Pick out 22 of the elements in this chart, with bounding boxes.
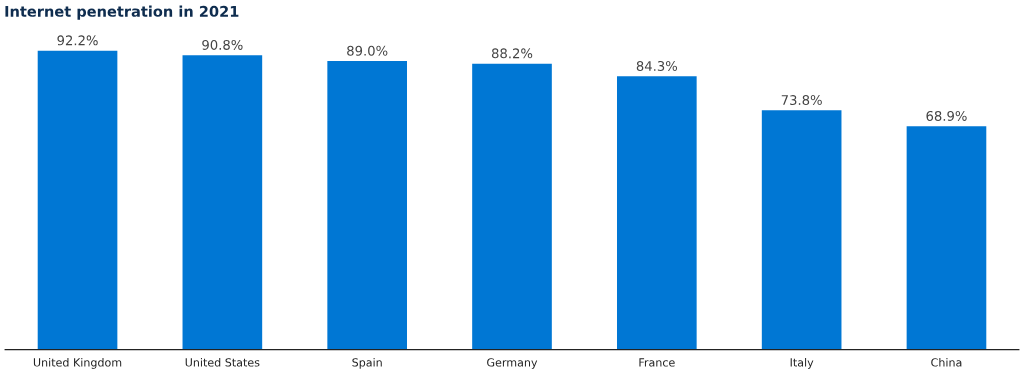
bar xyxy=(37,50,118,350)
chart-title: Internet penetration in 2021 xyxy=(5,5,239,20)
data-label: 88.2% xyxy=(491,48,533,59)
bar xyxy=(182,55,263,350)
x-tick-label: France xyxy=(639,358,675,367)
data-label: 90.8% xyxy=(202,39,243,50)
bar xyxy=(761,110,842,350)
bar xyxy=(906,126,987,350)
data-label: 68.9% xyxy=(926,110,967,121)
data-label: 73.8% xyxy=(781,95,822,106)
data-label: 84.3% xyxy=(636,60,678,71)
bar xyxy=(327,61,407,350)
bar xyxy=(617,76,697,350)
x-tick-label: Spain xyxy=(352,358,382,369)
x-tick-label: United States xyxy=(185,358,260,367)
bar xyxy=(472,63,552,350)
data-label: 92.2% xyxy=(57,35,98,46)
x-tick-label: Italy xyxy=(790,358,814,369)
x-tick-label: Germany xyxy=(487,358,538,369)
x-tick-label: China xyxy=(931,358,962,367)
x-tick-label: United Kingdom xyxy=(33,358,122,369)
data-label: 89.0% xyxy=(347,45,388,56)
